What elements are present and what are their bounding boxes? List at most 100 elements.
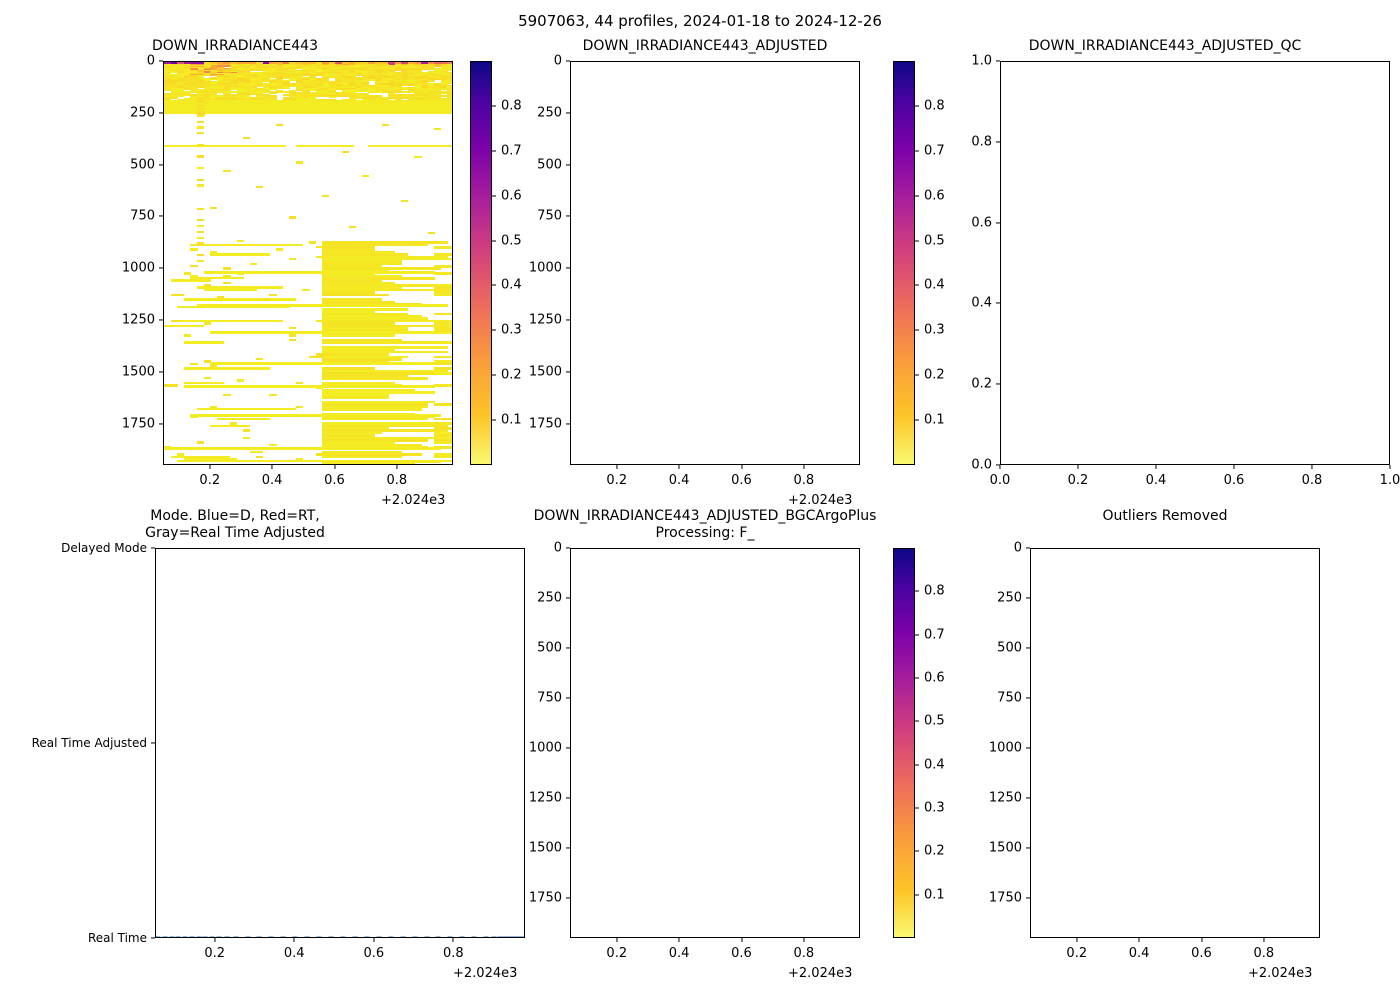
heatmap-cell bbox=[421, 84, 429, 87]
heatmap-cell bbox=[322, 298, 383, 301]
depth-axis-tick-mark bbox=[566, 897, 570, 899]
heatmap-cell bbox=[341, 66, 350, 69]
unit-axis-tick-label: 0.4 bbox=[971, 295, 992, 311]
heatmap-cell bbox=[440, 95, 448, 98]
heatmap-cell bbox=[249, 65, 257, 69]
x-axis-tick-mark bbox=[396, 465, 398, 469]
depth-axis-tick-label: 500 bbox=[537, 157, 562, 173]
x-axis-tick-label: 0.2 bbox=[204, 946, 226, 961]
heatmap-cell bbox=[414, 75, 422, 79]
mode-marker bbox=[280, 936, 286, 937]
heatmap-cell bbox=[295, 89, 303, 92]
colorbar-tick-mark bbox=[915, 374, 919, 376]
panel3-title: DOWN_IRRADIANCE443_ADJUSTED_QC bbox=[1028, 38, 1302, 54]
heatmap-cell bbox=[196, 242, 205, 245]
heatmap-cell bbox=[302, 92, 323, 95]
heatmap-cell bbox=[196, 167, 205, 170]
colorbar-tick-label: 0.8 bbox=[501, 98, 522, 114]
colorbar-tick-mark bbox=[915, 590, 919, 592]
unit-axis-tick-mark bbox=[996, 464, 1000, 466]
colorbar-tick-label: 0.5 bbox=[501, 233, 522, 249]
heatmap-cell bbox=[447, 68, 452, 71]
heatmap-cell bbox=[295, 144, 355, 147]
depth-axis-tick-mark bbox=[566, 647, 570, 649]
depth-axis-tick-mark bbox=[566, 371, 570, 373]
heatmap-cell bbox=[322, 94, 330, 97]
heatmap-cell bbox=[322, 255, 448, 259]
heatmap-cell bbox=[164, 110, 452, 113]
heatmap-cell bbox=[434, 372, 452, 375]
x-axis-tick-label: 0.4 bbox=[1128, 946, 1150, 961]
heatmap-cell bbox=[322, 334, 396, 337]
heatmap-cell bbox=[276, 248, 284, 251]
heatmap-cell bbox=[223, 83, 231, 87]
heatmap-cell bbox=[414, 64, 422, 68]
heatmap-cell bbox=[249, 450, 264, 454]
heatmap-cell bbox=[401, 87, 422, 91]
heatmap-cell bbox=[315, 245, 323, 249]
heatmap-cell bbox=[414, 98, 429, 101]
colorbar-tick-label: 0.2 bbox=[924, 367, 945, 383]
heatmap-cell bbox=[447, 95, 452, 99]
heatmap-cell bbox=[434, 253, 452, 256]
heatmap-cell bbox=[407, 70, 422, 73]
heatmap-cell bbox=[368, 97, 376, 101]
heatmap-cell bbox=[289, 77, 297, 80]
heatmap-cell bbox=[434, 427, 452, 430]
x-axis-tick-mark bbox=[616, 938, 618, 942]
heatmap-cell bbox=[302, 89, 310, 93]
heatmap-cell bbox=[196, 143, 205, 147]
colorbar-tick-label: 0.6 bbox=[924, 188, 945, 204]
heatmap-cell bbox=[322, 284, 442, 287]
heatmap-cell bbox=[282, 87, 290, 90]
heatmap-cell bbox=[216, 296, 224, 299]
x-axis-tick-label: 0.6 bbox=[731, 473, 752, 488]
colorbar-tick-label: 0.3 bbox=[501, 322, 522, 338]
mode-marker bbox=[202, 936, 208, 937]
heatmap-cell bbox=[447, 64, 452, 67]
colorbar-tick-label: 0.6 bbox=[924, 670, 945, 686]
heatmap-cell bbox=[236, 77, 251, 81]
depth-axis-tick-mark bbox=[566, 267, 570, 269]
heatmap-cell bbox=[341, 86, 350, 89]
heatmap-cell bbox=[170, 67, 178, 70]
panel1-title: DOWN_IRRADIANCE443 bbox=[151, 38, 318, 54]
colorbar-tick-mark bbox=[915, 329, 919, 331]
heatmap-cell bbox=[447, 89, 452, 92]
depth-axis-tick-mark bbox=[566, 423, 570, 425]
heatmap-cell bbox=[322, 377, 429, 380]
x-axis-tick-mark bbox=[271, 465, 273, 469]
heatmap-cell bbox=[447, 77, 452, 81]
heatmap-cell bbox=[196, 236, 205, 239]
unit-axis-tick-label: 0.0 bbox=[971, 457, 992, 473]
x-axis-tick-mark bbox=[1389, 465, 1391, 469]
heatmap-cell bbox=[381, 98, 389, 101]
colorbar-tick-label: 0.2 bbox=[501, 367, 522, 383]
heatmap-cell bbox=[243, 436, 251, 439]
colorbar-tick-label: 0.8 bbox=[924, 583, 945, 599]
heatmap-cell bbox=[322, 250, 396, 254]
heatmap-cell bbox=[164, 71, 172, 74]
depth-axis-tick-mark bbox=[566, 597, 570, 599]
heatmap-cell bbox=[236, 379, 244, 382]
heatmap-cell bbox=[414, 85, 422, 88]
mode-marker bbox=[292, 936, 298, 937]
heatmap-cell bbox=[203, 360, 211, 363]
heatmap-cell bbox=[269, 67, 284, 70]
heatmap-cell bbox=[295, 458, 303, 461]
heatmap-cell bbox=[374, 79, 383, 82]
heatmap-cell bbox=[223, 67, 231, 71]
heatmap-cell bbox=[203, 288, 257, 292]
heatmap-cell bbox=[203, 271, 435, 274]
heatmap-cell bbox=[183, 93, 191, 97]
mode-marker bbox=[364, 936, 370, 937]
heatmap-cell bbox=[348, 225, 356, 228]
mode-marker bbox=[447, 936, 453, 937]
heatmap-cell bbox=[190, 93, 198, 97]
heatmap-cell bbox=[164, 324, 205, 327]
depth-axis-tick-label: 1500 bbox=[988, 840, 1022, 856]
heatmap-cell bbox=[183, 75, 198, 79]
heatmap-cell bbox=[328, 65, 336, 68]
heatmap-cell bbox=[164, 74, 178, 77]
heatmap-cell bbox=[315, 74, 323, 77]
